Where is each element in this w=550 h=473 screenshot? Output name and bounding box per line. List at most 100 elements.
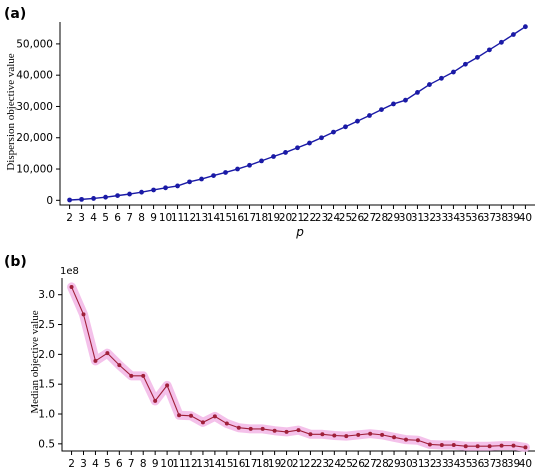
panel-b-data-point (332, 433, 337, 438)
panel-b-y-multiplier: 1e8 (60, 266, 79, 277)
panel-a-x-tick-label: 29 (387, 212, 400, 224)
panel-b-x-tick-label: 27 (363, 458, 376, 470)
panel-b-spines (61, 278, 535, 452)
panel-a-data-point (295, 145, 300, 151)
panel-b-data-point (439, 443, 444, 448)
panel-a-x-tick-label: 4 (90, 212, 97, 224)
panel-b-x-tick-label: 40 (519, 458, 532, 470)
panel-b-x-tick-label: 5 (104, 458, 111, 470)
panel-b-x-tick-label: 16 (232, 458, 246, 470)
panel-b-y-tick-label: 2.5 (38, 319, 55, 331)
panel-a-x-tick-label: 28 (375, 212, 388, 224)
panel-b-x-tick-label: 21 (292, 458, 305, 470)
panel-a-x-tick-label: 34 (447, 212, 461, 224)
panel-a-data-point (307, 140, 312, 146)
panel-b-data-point (93, 358, 98, 363)
panel-b-data-point (200, 420, 205, 425)
panel-a-x-tick-label: 13 (195, 212, 208, 224)
panel-a-data-point (259, 158, 264, 164)
panel-a-y-tick-label: 50,000 (16, 38, 53, 50)
panel-a-data-point (235, 166, 240, 172)
panel-a-y-tick-label: 10,000 (16, 164, 53, 176)
panel-b-data-point (392, 435, 397, 440)
panel-a-label: (a) (4, 6, 26, 22)
panel-a-x-tick-label: 40 (519, 212, 532, 224)
panel-b-median-chart: (b) Median objective value 1e8 0.5 1.0 1.5… (4, 254, 535, 470)
panel-a-data-point (475, 54, 480, 60)
panel-b-data-point (523, 445, 528, 450)
panel-b-x-tick-label: 18 (256, 458, 269, 470)
panel-a-dispersion-chart: (a) Dispersion objective value p 0 10,000… (4, 6, 535, 239)
panel-a-x-tick-label: 38 (495, 212, 508, 224)
panel-b-data-point (117, 363, 122, 368)
panel-b-label: (b) (4, 254, 27, 270)
panel-b-x-tick-label: 24 (328, 458, 342, 470)
panel-a-data-point (187, 179, 192, 185)
panel-a-data-point (487, 47, 492, 53)
panel-a-x-tick-label: 24 (327, 212, 341, 224)
panel-a-data-point (403, 97, 408, 103)
panel-a-x-tick-label: 32 (423, 212, 436, 224)
panel-b-data-point (212, 414, 217, 419)
panel-b-data-point (177, 413, 182, 418)
panel-a-x-tick-label: 21 (291, 212, 304, 224)
panel-a-x-tick-label: 5 (102, 212, 109, 224)
panel-b-data-point (308, 432, 313, 437)
panel-a-x-tick-label: 25 (339, 212, 352, 224)
panel-a-data-point (283, 150, 288, 155)
panel-b-x-tick-label: 32 (423, 458, 436, 470)
panel-a-x-tick-label: 27 (363, 212, 376, 224)
panel-b-data-point (463, 444, 468, 449)
panel-b-data-point (141, 373, 146, 378)
panel-a-data-point (115, 193, 120, 199)
panel-b-x-tick-label: 29 (387, 458, 400, 470)
panel-a-series (67, 24, 528, 203)
panel-b-data-point (189, 413, 193, 418)
panel-b-x-tick-label: 37 (483, 458, 496, 470)
panel-b-data-point (380, 432, 385, 437)
panel-a-x-tick-label: 36 (471, 212, 485, 224)
panel-a-data-point (247, 162, 252, 168)
panel-b-x-tick-label: 36 (471, 458, 485, 470)
panel-b-x-tick-label: 7 (128, 458, 135, 470)
panel-b-x-tick-label: 39 (507, 458, 520, 470)
panel-b-x-tick-label: 6 (116, 458, 123, 470)
panel-a-data-point (151, 187, 156, 193)
panel-a-x-tick-label: 7 (126, 212, 133, 224)
panel-b-x-tick-label: 19 (268, 458, 281, 470)
panel-b-data-point (320, 432, 325, 437)
panel-a-data-point (67, 197, 72, 203)
panel-a-x-tick-label: 15 (219, 212, 232, 224)
panel-b-data-point (344, 434, 349, 439)
panel-a-x-tick-label: 35 (459, 212, 472, 224)
panel-b-data-point (368, 431, 373, 436)
panel-b-data-point (499, 443, 504, 448)
panel-b-x-tick-label: 15 (220, 458, 233, 470)
panel-b-x-tick-label: 22 (304, 458, 317, 470)
panel-a-x-tick-label: 16 (231, 212, 245, 224)
panel-b-y-tick-label: 3.0 (38, 289, 55, 301)
panel-a-x-tick-label: 37 (483, 212, 496, 224)
panel-b-data-point (404, 437, 408, 442)
panel-b-data-point (356, 432, 361, 437)
panel-a-y-tick-label: 40,000 (16, 70, 53, 82)
panel-b-x-tick-label: 14 (208, 458, 222, 470)
panel-a-x-tick-label: 26 (351, 212, 365, 224)
panel-a-x-tick-label: 22 (303, 212, 316, 224)
panel-a-x-tick-label: 30 (399, 212, 412, 224)
panel-b-x-tick-label: 4 (92, 458, 99, 470)
panel-a-data-point (175, 183, 180, 189)
panel-b-data-point (284, 429, 289, 434)
panel-a-x-tick-label: 10 (159, 212, 172, 224)
panel-a-data-point (103, 194, 108, 200)
panel-b-data-point (511, 443, 516, 448)
panel-a-data-point (91, 196, 96, 201)
panel-a-data-point (271, 154, 276, 159)
panel-b-data-point (153, 398, 158, 403)
panel-b-data-point (248, 426, 253, 431)
panel-a-x-tick-label: 31 (411, 212, 424, 224)
panel-a-x-tick-label: 33 (435, 212, 448, 224)
panel-b-x-tick-label: 30 (399, 458, 412, 470)
